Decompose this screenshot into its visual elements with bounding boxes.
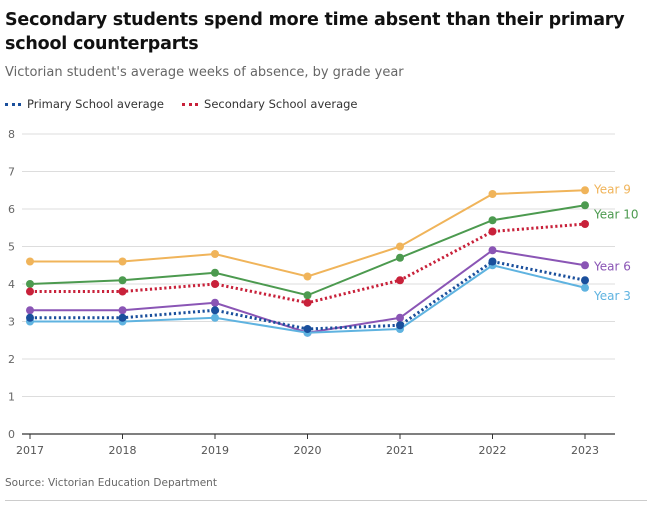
legend-label-secondary: Secondary School average [204,97,358,111]
legend-swatch-primary [5,102,21,106]
end-label: Year 3 [593,289,631,303]
data-point-year-6 [488,246,497,255]
data-point-primary-school-average [118,313,127,322]
series-line-year-10 [29,204,586,297]
y-tick-label: 6 [8,203,15,216]
data-point-primary-school-average [211,306,219,315]
data-point-year-9 [118,257,127,266]
x-tick-label: 2023 [571,444,599,457]
data-point-year-6 [26,306,34,315]
divider [5,500,647,501]
legend: Primary School average Secondary School … [5,97,358,111]
y-tick-label: 5 [8,241,15,254]
data-point-secondary-school-average [581,220,589,228]
data-point-year-6 [118,306,127,315]
data-point-year-9 [396,242,404,251]
data-point-year-6 [211,298,219,307]
series-line-year-9 [30,189,586,278]
legend-label-primary: Primary School average [27,97,165,111]
data-point-year-10 [303,291,312,300]
data-point-primary-school-average [488,257,497,266]
y-tick-label: 7 [8,166,15,179]
line-chart: 0 1 2 3 4 5 6 7 8 2017 2018 2019 2020 2021 2022 2023 Yea… [8,128,639,457]
x-tick-label: 2018 [109,444,137,457]
data-point-secondary-school-average [396,276,404,285]
data-point-primary-school-average [303,325,312,333]
data-point-year-10 [581,201,589,210]
end-label: Year 10 [593,207,639,221]
y-tick-label: 8 [8,128,15,141]
data-point-primary-school-average [581,276,589,285]
legend-item-primary: Primary School average [5,97,164,111]
data-point-primary-school-average [26,313,34,322]
data-point-secondary-school-average [118,287,127,296]
chart-title: Secondary students spend more time absen… [5,10,625,54]
data-point-primary-school-average [396,321,404,330]
legend-item-secondary: Secondary School average [182,97,358,111]
data-point-year-10 [118,276,127,285]
data-point-year-10 [26,280,34,288]
source-note: Source: Victorian Education Department [5,477,217,489]
x-tick-label: 2017 [16,444,44,457]
data-point-year-6 [581,261,589,270]
x-tick-label: 2021 [386,444,414,457]
data-point-year-9 [303,272,312,281]
data-point-year-3 [581,283,589,292]
data-point-year-10 [396,253,404,262]
y-tick-label: 0 [8,428,15,441]
data-point-year-9 [211,250,219,258]
data-point-year-10 [211,268,219,277]
x-tick-label: 2022 [479,444,507,457]
data-point-year-6 [396,313,404,322]
end-label: Year 6 [593,259,631,273]
data-point-year-9 [488,190,497,198]
data-point-year-9 [26,257,34,266]
y-tick-label: 1 [8,391,15,404]
y-tick-label: 4 [8,278,15,291]
data-point-secondary-school-average [488,227,497,236]
y-tick-label: 3 [8,316,15,329]
series-line-secondary-school-average [30,222,586,305]
data-point-secondary-school-average [303,298,312,307]
data-point-year-3 [211,313,219,322]
data-point-year-9 [581,186,589,195]
y-tick-label: 2 [8,353,15,366]
chart-subtitle: Victorian student's average weeks of abs… [5,65,404,80]
data-point-secondary-school-average [211,280,219,288]
x-tick-label: 2019 [201,444,229,457]
data-point-secondary-school-average [26,287,34,296]
legend-swatch-secondary [182,102,199,106]
end-label: Year 9 [593,182,631,196]
x-tick-label: 2020 [294,444,322,457]
data-point-year-10 [488,216,497,225]
